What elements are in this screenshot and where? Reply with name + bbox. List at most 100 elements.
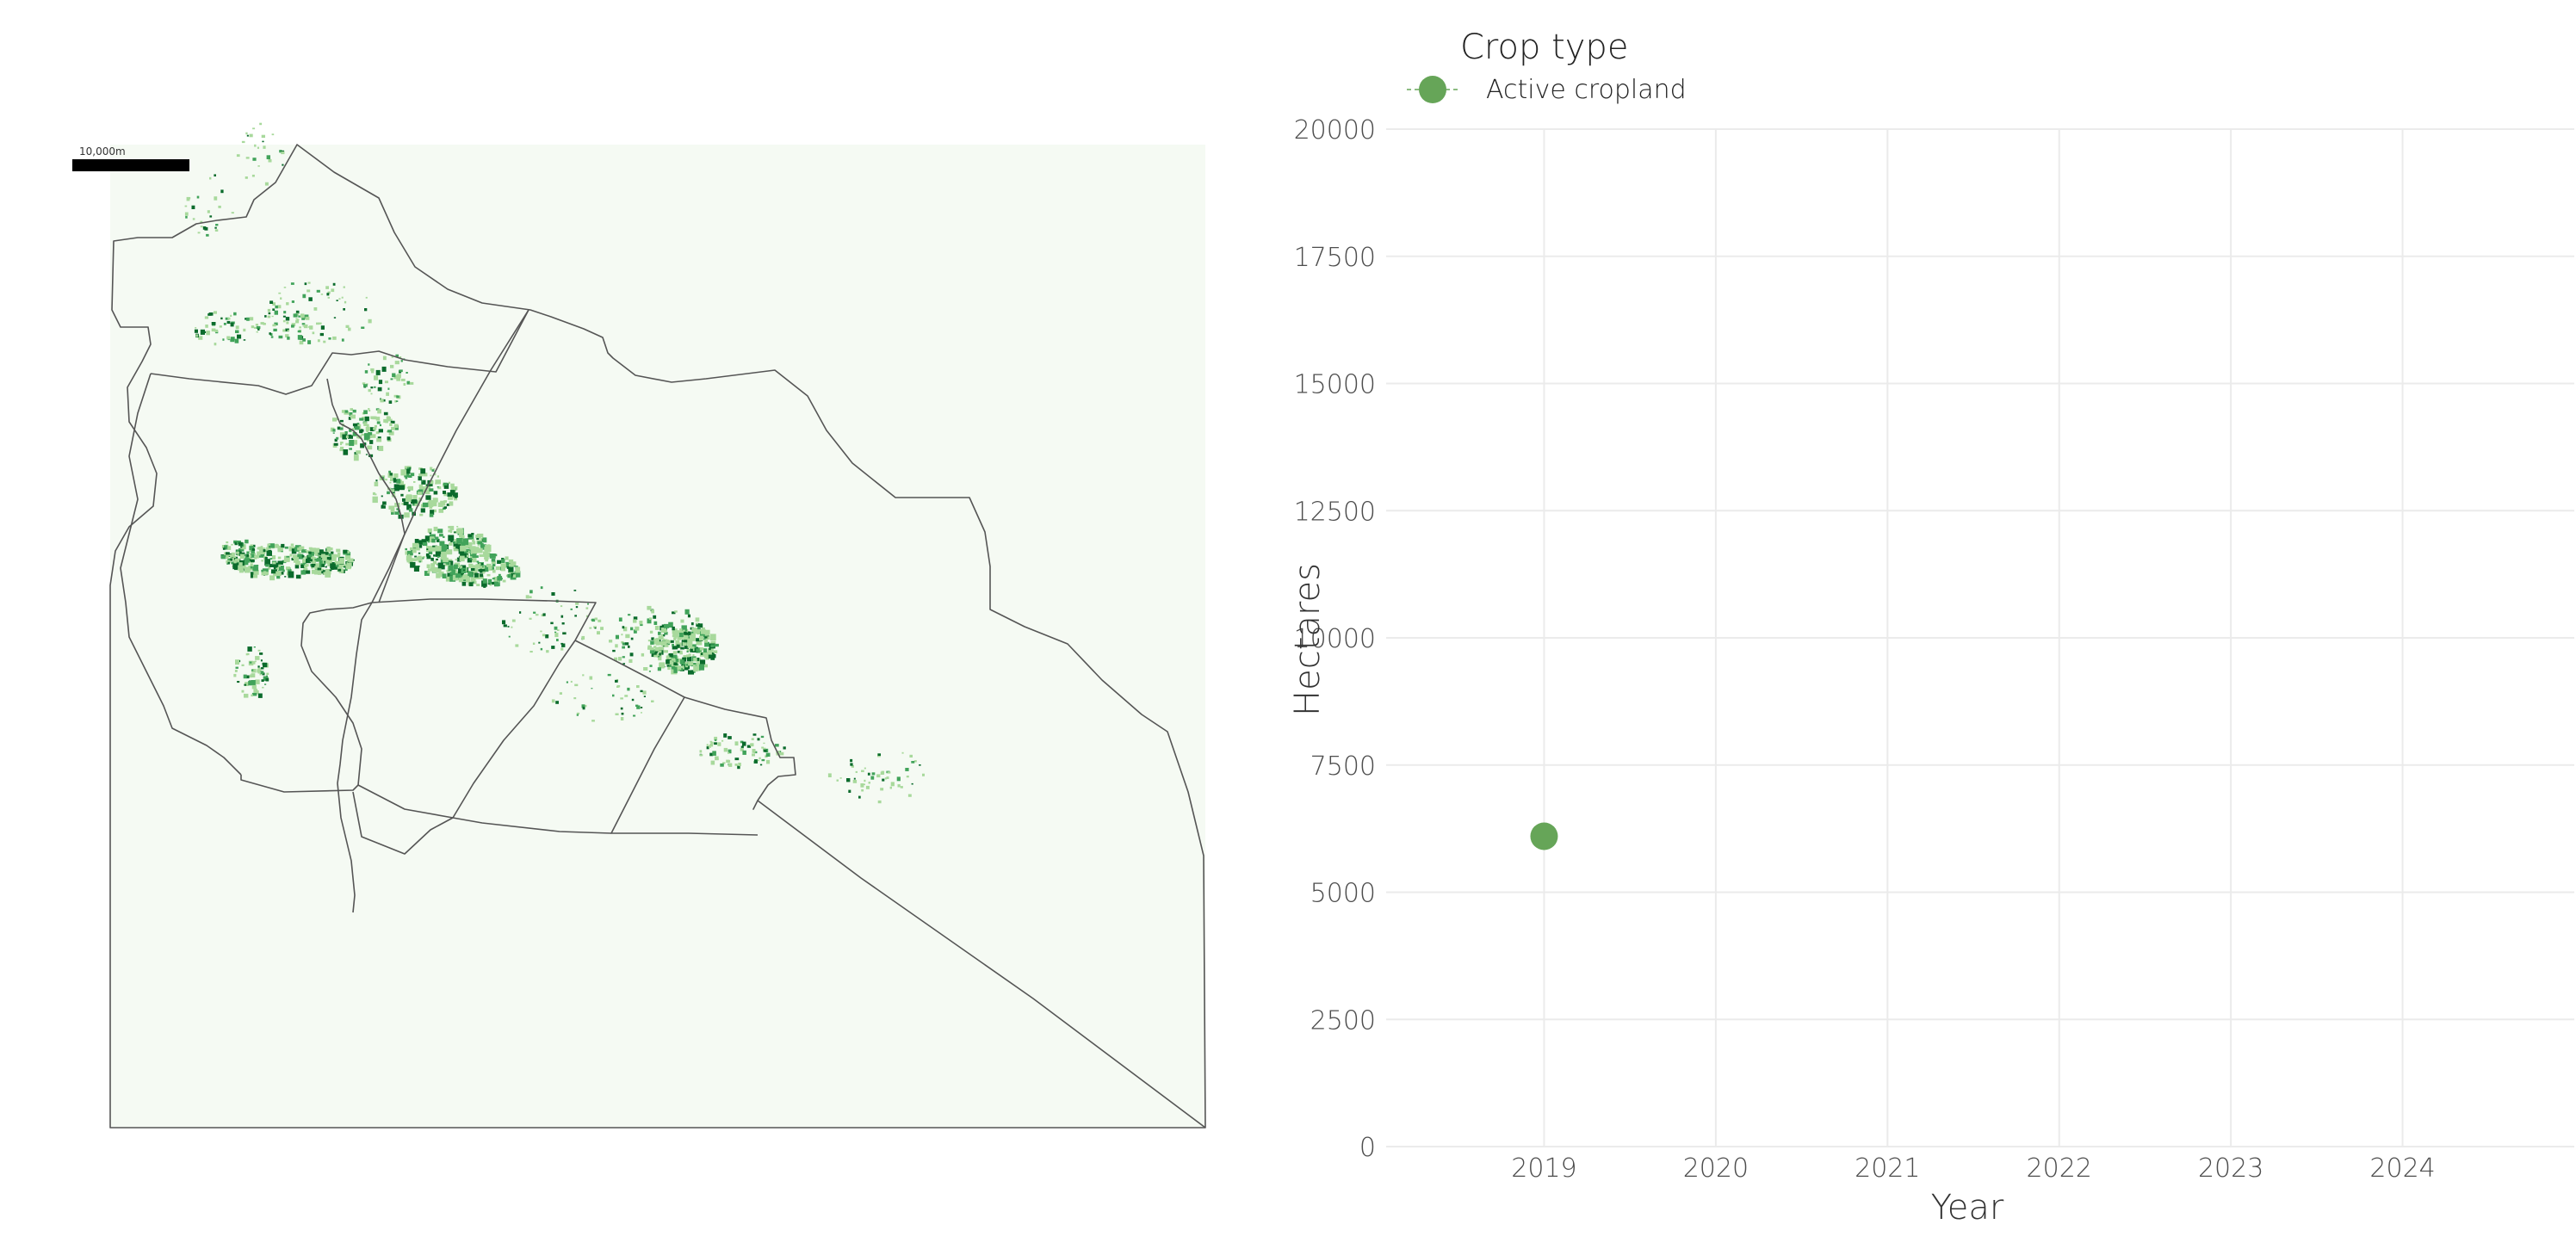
cropland-pixel xyxy=(723,747,728,752)
cropland-pixel xyxy=(706,652,710,656)
cropland-pixel xyxy=(759,757,761,760)
cropland-pixel xyxy=(607,673,611,677)
y-tick-label: 12500 xyxy=(1294,497,1376,527)
cropland-pixel xyxy=(220,554,226,560)
cropland-pixel xyxy=(318,549,324,554)
cropland-pixel xyxy=(261,560,263,562)
cropland-pixel xyxy=(424,571,430,576)
cropland-pixel xyxy=(327,291,331,294)
cropland-pixel xyxy=(246,551,250,554)
cropland-pixel xyxy=(460,566,463,569)
cropland-pixel xyxy=(660,640,667,646)
cropland-pixel xyxy=(647,605,652,610)
cropland-pixel xyxy=(493,577,500,584)
cropland-pixel xyxy=(293,557,299,563)
cropland-pixel xyxy=(699,635,703,641)
cropland-pixel xyxy=(236,551,239,554)
cropland-pixel xyxy=(627,687,630,691)
cropland-pixel xyxy=(491,558,496,562)
cropland-pixel xyxy=(386,417,391,422)
cropland-pixel xyxy=(633,629,637,634)
cropland-pixel xyxy=(672,626,675,631)
cropland-pixel xyxy=(759,764,763,766)
cropland-pixel xyxy=(714,643,719,647)
cropland-pixel xyxy=(251,548,256,551)
cropland-pixel xyxy=(753,751,758,754)
cropland-pixel xyxy=(499,578,503,580)
cropland-pixel xyxy=(349,448,352,450)
cropland-pixel xyxy=(432,560,437,565)
cropland-pixel xyxy=(585,615,589,617)
cropland-pixel xyxy=(414,555,418,558)
cropland-pixel xyxy=(909,754,913,758)
cropland-pixel xyxy=(235,330,239,333)
cropland-pixel xyxy=(230,314,232,317)
cropland-pixel xyxy=(640,623,643,627)
cropland-pixel xyxy=(598,619,602,622)
cropland-pixel xyxy=(410,547,415,551)
cropland-pixel xyxy=(264,557,268,560)
cropland-pixel xyxy=(356,423,360,425)
cropland-pixel xyxy=(643,696,646,697)
cropland-pixel xyxy=(650,640,654,645)
cropland-pixel xyxy=(276,571,282,576)
cropland-pixel xyxy=(393,473,399,479)
cropland-pixel xyxy=(406,494,412,498)
cropland-pixel xyxy=(403,502,409,506)
legend-key-marker xyxy=(1419,76,1446,103)
cropland-pixel xyxy=(487,578,492,584)
cropland-pixels xyxy=(184,122,925,804)
cropland-pixel xyxy=(690,634,695,638)
cropland-pixel xyxy=(278,292,282,294)
cropland-pixel xyxy=(276,574,281,579)
cropland-pixel xyxy=(204,226,208,231)
cropland-pixel xyxy=(343,286,345,288)
cropland-pixel xyxy=(386,430,389,433)
cropland-pixel xyxy=(457,568,464,575)
cropland-pixel xyxy=(266,550,272,556)
cropland-pixel xyxy=(279,150,282,153)
cropland-pixel xyxy=(480,543,484,547)
cropland-pixel xyxy=(336,417,339,421)
cropland-pixel xyxy=(243,674,247,679)
cropland-pixel xyxy=(687,645,693,648)
cropland-pixel xyxy=(326,557,331,560)
cropland-pixel xyxy=(581,704,585,708)
cropland-pixel xyxy=(368,363,370,366)
cropland-pixel xyxy=(464,557,468,560)
cropland-pixel xyxy=(687,656,691,662)
cropland-pixel xyxy=(238,541,243,547)
cropland-pixel xyxy=(738,763,741,766)
cropland-pixel xyxy=(905,768,909,771)
cropland-pixel xyxy=(211,328,216,332)
cropland-pixel xyxy=(618,617,622,622)
cropland-pixel xyxy=(259,652,263,655)
cropland-pixel xyxy=(401,378,406,381)
cropland-pixel xyxy=(876,774,881,778)
cropland-pixel xyxy=(286,555,290,559)
cropland-pixel xyxy=(710,760,715,765)
cropland-pixel xyxy=(236,559,240,561)
cropland-pixel xyxy=(551,592,555,596)
cropland-pixel xyxy=(257,669,262,673)
cropland-pixel xyxy=(393,479,397,483)
cropland-pixel xyxy=(448,535,455,541)
cropland-pixel xyxy=(412,542,419,550)
cropland-pixel xyxy=(298,315,300,318)
cropland-pixel xyxy=(502,579,506,583)
cropland-pixel xyxy=(387,430,393,433)
cropland-pixel xyxy=(284,546,288,549)
cropland-pixel xyxy=(441,553,447,560)
cropland-pixel xyxy=(241,140,245,144)
cropland-pixel xyxy=(443,506,447,509)
cropland-pixel xyxy=(642,690,647,695)
cropland-pixel xyxy=(265,675,268,677)
cropland-pixel xyxy=(231,543,233,546)
cropland-pixel xyxy=(307,554,313,560)
cropland-pixel xyxy=(425,495,431,500)
cropland-pixel xyxy=(226,560,230,564)
cropland-pixel xyxy=(293,313,298,318)
cropland-pixel xyxy=(319,553,321,556)
cropland-pixel xyxy=(250,674,252,677)
cropland-pixel xyxy=(228,560,232,563)
